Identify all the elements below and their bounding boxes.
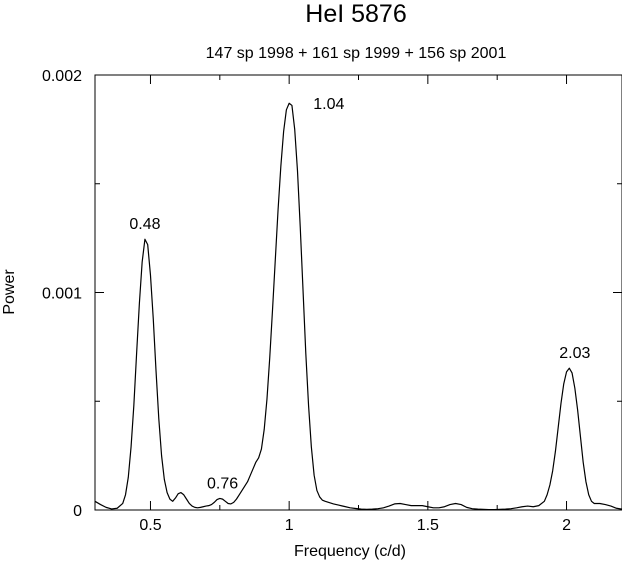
plot-frame (94, 74, 622, 511)
peak-label: 0.48 (129, 216, 160, 233)
x-tick-label: 2 (562, 517, 571, 534)
chart-subtitle: 147 sp 1998 + 161 sp 1999 + 156 sp 2001 (206, 45, 507, 62)
power-spectrum-line (94, 102, 622, 511)
x-tick-label: 0.5 (139, 517, 161, 534)
x-tick-label: 1 (285, 517, 294, 534)
y-tick-label: 0 (73, 503, 82, 520)
peak-label: 2.03 (559, 345, 590, 362)
x-axis-ticks: 0.5 1 1.5 2 (139, 75, 571, 534)
x-axis-label: Frequency (c/d) (294, 543, 406, 560)
x-tick-label: 1.5 (417, 517, 439, 534)
y-axis-ticks: 0 0.001 0.002 (42, 68, 622, 520)
peak-label: 0.76 (207, 475, 238, 492)
peak-labels: 0.48 0.76 1.04 2.03 (129, 96, 590, 492)
peak-label: 1.04 (313, 96, 344, 113)
chart-title: HeI 5876 (305, 0, 406, 28)
y-axis-label: Power (1, 269, 18, 315)
y-tick-label: 0.001 (42, 286, 82, 303)
y-tick-label: 0.002 (42, 68, 82, 85)
